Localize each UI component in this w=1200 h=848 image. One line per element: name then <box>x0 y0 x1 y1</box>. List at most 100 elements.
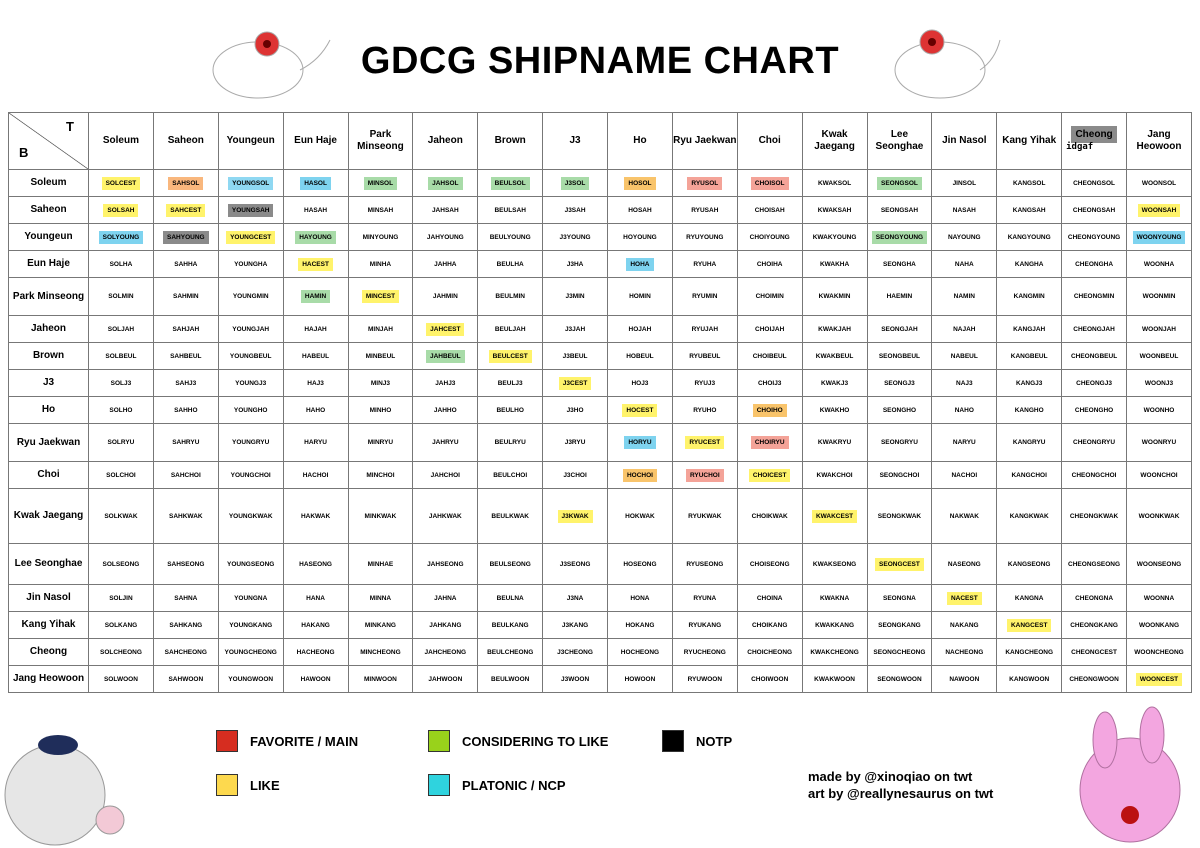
ship-cell: HOCEST <box>607 396 673 424</box>
shipname: SAHJ3 <box>175 379 197 387</box>
shipname: HOHA <box>626 257 654 271</box>
shipname: MINSOL <box>363 176 398 190</box>
ship-cell: YOUNGJAH <box>217 315 284 343</box>
legend-item: LIKE <box>216 774 280 796</box>
ship-cell: WOONKWAK <box>1126 488 1192 544</box>
shipname: CHEONGNA <box>1075 594 1114 602</box>
shipname: RYUSAH <box>691 206 719 214</box>
shipname: KANGSAH <box>1012 206 1046 214</box>
credit-line: made by @xinoqiao on twt <box>808 769 973 784</box>
shipname: CHOIWOON <box>751 675 789 683</box>
ship-cell: KWAKCHEONG <box>801 638 868 666</box>
ship-cell: HOSEONG <box>607 543 673 585</box>
shipname: J3NA <box>566 594 584 602</box>
shipname: KANGMIN <box>1013 293 1045 300</box>
ship-cell: HOCHEONG <box>607 638 673 666</box>
shipname: HOCHEONG <box>620 648 660 656</box>
ship-cell: KWAKBEUL <box>801 342 868 370</box>
shipname: CHOIJ3 <box>757 379 782 387</box>
shipname: SAHMIN <box>172 293 199 300</box>
shipname: MINBEUL <box>365 352 396 360</box>
column-name: Soleum <box>102 135 139 146</box>
shipname: JAHSEONG <box>427 560 464 568</box>
shipname: JAHCEST <box>426 322 465 336</box>
ship-cell: BEULSOL <box>477 169 544 197</box>
ship-cell: SOLHO <box>88 396 154 424</box>
ship-cell: HOYOUNG <box>607 223 673 251</box>
ship-cell: SOLBEUL <box>88 342 154 370</box>
ship-cell: HAKWAK <box>282 488 349 544</box>
ship-cell: CHEONGCHOI <box>1061 461 1127 489</box>
shipname: SAHHO <box>174 406 198 414</box>
ship-cell: BEULKANG <box>477 611 544 639</box>
ship-cell: KANGBEUL <box>996 342 1063 370</box>
ship-cell: J3BEUL <box>542 342 608 370</box>
ship-cell: J3CHEONG <box>542 638 608 666</box>
shipname: J3KANG <box>561 621 589 629</box>
shipname: CHEONGKWAK <box>1069 512 1119 520</box>
shipname: SAHCHOI <box>170 471 201 479</box>
ship-cell: JAHMIN <box>412 277 479 316</box>
shipname: HOSAH <box>628 206 652 214</box>
row-header: Lee Seonghae <box>8 543 89 585</box>
ship-cell: NAMIN <box>931 277 998 316</box>
ship-cell: WOONJ3 <box>1126 369 1192 397</box>
ship-cell: KWAKYOUNG <box>801 223 868 251</box>
ship-cell: SOLYOUNG <box>88 223 154 251</box>
mascot-left <box>212 31 331 99</box>
ship-cell: NAYOUNG <box>931 223 998 251</box>
shipname: J3SOL <box>560 176 590 190</box>
shipname: HAJAH <box>304 325 327 333</box>
ship-cell: SOLSEONG <box>88 543 154 585</box>
shipname: HAHO <box>305 406 326 414</box>
ship-cell: YOUNGSAH <box>217 196 284 224</box>
shipname: KANGHA <box>1014 260 1044 268</box>
shipname: J3KWAK <box>557 509 593 523</box>
ship-cell: HARYU <box>282 423 349 462</box>
ship-cell: WOONHA <box>1126 250 1192 278</box>
ship-cell: BEULCEST <box>477 342 544 370</box>
shipname: HAKANG <box>301 621 330 629</box>
ship-cell: SEONGKANG <box>866 611 933 639</box>
ship-cell: HAKANG <box>282 611 349 639</box>
shipname: YOUNGKANG <box>229 621 273 629</box>
shipname: SOLJAH <box>107 325 135 333</box>
shipname: CHEONGCHOI <box>1071 471 1117 479</box>
ship-cell: YOUNGHA <box>217 250 284 278</box>
shipname: BEULWOON <box>491 675 530 683</box>
ship-cell: HAHO <box>282 396 349 424</box>
shipname: SAHCHEONG <box>164 648 207 656</box>
column-header: Kang Yihak <box>996 112 1063 170</box>
ship-cell: RYUSEONG <box>671 543 738 585</box>
ship-cell: J3KANG <box>542 611 608 639</box>
ship-cell: WOONCHOI <box>1126 461 1192 489</box>
table-row: Cheong SOLCHEONG SAHCHEONG YOUNGCHEONG HACHE… <box>8 638 1192 666</box>
ship-cell: WOONNA <box>1126 584 1192 612</box>
ship-cell: CHOIRYU <box>736 423 803 462</box>
ship-cell: NACHOI <box>931 461 998 489</box>
shipname: BEULMIN <box>495 293 525 300</box>
ship-cell: MINCHEONG <box>347 638 414 666</box>
shipname: RYUBEUL <box>689 352 721 360</box>
shipname: KANGYOUNG <box>1007 233 1051 241</box>
ship-cell: JAHRYU <box>412 423 479 462</box>
shipname: JAHCHOI <box>430 471 460 479</box>
ship-cell: CHOIKWAK <box>736 488 803 544</box>
shipname: NAMIN <box>953 293 975 300</box>
ship-cell: KWAKJAH <box>801 315 868 343</box>
ship-cell: SAHSOL <box>152 169 219 197</box>
shipname: HAMIN <box>300 290 331 303</box>
shipname: BEULYOUNG <box>489 233 531 241</box>
shipname: KANGSOL <box>1012 179 1046 187</box>
ship-cell: YOUNGKWAK <box>217 488 284 544</box>
shipname: JAHSOL <box>428 176 463 190</box>
ship-cell: J3MIN <box>542 277 608 316</box>
ship-cell: JAHSAH <box>412 196 479 224</box>
shipname: YOUNGSEONG <box>227 560 275 568</box>
ship-cell: SAHCEST <box>152 196 219 224</box>
ship-cell: KANGWOON <box>996 665 1063 693</box>
column-name: Park Minseong <box>357 129 404 152</box>
shipname: YOUNGRYU <box>232 439 270 446</box>
shipname: YOUNGHA <box>234 260 268 268</box>
ship-cell: SEONGSOL <box>866 169 933 197</box>
